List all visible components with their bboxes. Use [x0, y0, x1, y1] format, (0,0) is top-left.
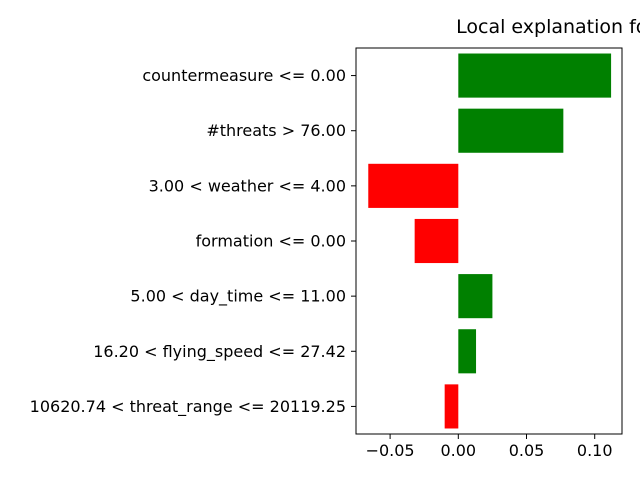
x-tick-label-0: −0.05	[366, 441, 415, 460]
bar-4	[458, 274, 493, 319]
category-label-5: 16.20 < flying_speed <= 27.42	[93, 342, 346, 362]
bar-3	[414, 218, 459, 264]
category-label-2: 3.00 < weather <= 4.00	[149, 176, 346, 195]
x-tick-label-3: 0.10	[577, 441, 613, 460]
chart-title: Local explanation for class good	[456, 16, 640, 38]
bar-5	[458, 329, 477, 374]
x-ticks: −0.05 0.00 0.05 0.10	[366, 434, 613, 460]
x-tick-label-2: 0.05	[509, 441, 545, 460]
plot-frame	[355, 47, 623, 435]
category-label-4: 5.00 < day_time <= 11.00	[130, 287, 346, 307]
bar-2	[368, 163, 459, 208]
category-label-1: #threats > 76.00	[206, 121, 346, 140]
axes	[355, 47, 623, 435]
category-label-3: formation <= 0.00	[196, 232, 346, 251]
category-label-0: countermeasure <= 0.00	[142, 66, 346, 85]
bar-1	[458, 108, 564, 153]
x-tick-label-1: 0.00	[440, 441, 476, 460]
y-ticks: countermeasure <= 0.00 #threats > 76.00 3.…	[30, 66, 356, 417]
bars	[368, 53, 612, 429]
bar-6	[444, 384, 459, 429]
bar-0	[458, 53, 612, 98]
category-label-6: 10620.74 < threat_range <= 20119.25	[30, 397, 346, 417]
